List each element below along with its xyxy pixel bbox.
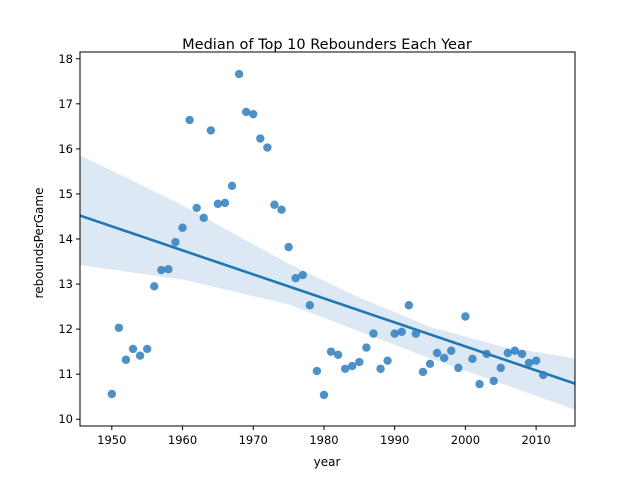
y-tick-label: 12 — [58, 322, 73, 336]
data-point — [249, 109, 258, 119]
data-point — [220, 198, 230, 208]
y-tick-label: 10 — [58, 412, 73, 426]
y-tick-label: 15 — [58, 187, 73, 201]
data-point — [383, 356, 392, 365]
data-point — [538, 370, 548, 380]
data-point — [234, 69, 244, 79]
y-axis-ticks: 10 11 12 13 14 15 16 17 18 — [58, 52, 80, 426]
y-tick-label: 14 — [58, 232, 73, 246]
data-points — [107, 69, 548, 400]
data-point — [142, 344, 152, 354]
y-tick-label: 16 — [58, 142, 73, 156]
data-point — [461, 312, 470, 321]
y-tick-label: 17 — [58, 97, 73, 111]
data-point — [107, 389, 117, 399]
data-point — [503, 348, 513, 358]
data-point — [468, 354, 477, 364]
data-point — [319, 390, 329, 400]
x-axis-label: year — [314, 455, 341, 469]
data-point — [348, 361, 357, 371]
data-point — [312, 366, 322, 376]
regression-line-path — [79, 214, 576, 385]
data-point — [114, 323, 124, 332]
x-axis-ticks: 1950 1960 1970 1980 1990 2000 2010 — [97, 426, 551, 447]
data-point — [411, 329, 421, 338]
data-point — [362, 343, 371, 352]
data-point — [256, 134, 265, 143]
data-point — [425, 359, 435, 369]
data-point — [206, 126, 216, 135]
y-axis-label: reboundsPerGame — [32, 188, 46, 299]
data-point — [128, 344, 138, 354]
data-point — [355, 357, 364, 367]
data-point — [496, 363, 505, 373]
data-point — [482, 349, 491, 359]
data-point — [326, 347, 336, 356]
data-point — [475, 379, 484, 389]
data-point — [164, 264, 173, 274]
x-tick-label: 1990 — [380, 433, 409, 447]
data-point — [369, 329, 378, 338]
y-tick-label: 11 — [58, 367, 73, 381]
data-point — [185, 115, 194, 125]
data-point — [439, 353, 449, 363]
data-point — [270, 200, 279, 209]
data-point — [291, 274, 300, 283]
data-point — [135, 351, 145, 360]
x-tick-label: 1970 — [239, 433, 268, 447]
data-point — [390, 329, 399, 338]
data-point — [432, 348, 442, 358]
data-point — [178, 223, 187, 232]
data-point — [241, 107, 251, 117]
data-point — [340, 364, 350, 373]
data-point — [150, 282, 159, 291]
data-point — [531, 356, 541, 365]
data-point — [376, 364, 385, 373]
data-point — [284, 242, 293, 252]
data-point — [121, 355, 131, 364]
y-tick-label: 18 — [58, 52, 73, 66]
data-point — [157, 265, 166, 275]
data-point — [517, 349, 527, 359]
data-point — [298, 270, 307, 280]
data-point — [447, 346, 456, 355]
data-point — [397, 327, 406, 337]
x-tick-label: 1980 — [309, 433, 338, 447]
data-point — [524, 358, 534, 368]
chart-title: Median of Top 10 Rebounders Each Year — [182, 37, 472, 53]
data-point — [510, 346, 520, 355]
data-point — [277, 205, 286, 214]
x-tick-label: 2010 — [521, 433, 550, 447]
data-point — [192, 203, 201, 213]
x-tick-label: 2000 — [451, 433, 480, 447]
regression-line — [79, 214, 576, 385]
data-point — [227, 181, 237, 191]
data-point — [333, 350, 343, 360]
data-point — [199, 213, 208, 223]
data-point — [263, 143, 272, 152]
data-point — [489, 376, 498, 386]
data-point — [305, 301, 315, 310]
data-point — [404, 301, 414, 310]
x-tick-label: 1960 — [168, 433, 197, 447]
data-point — [171, 237, 180, 247]
data-point — [454, 363, 463, 373]
data-point — [213, 199, 223, 209]
y-tick-label: 13 — [58, 277, 73, 291]
x-tick-label: 1950 — [97, 433, 126, 447]
data-point — [418, 367, 428, 377]
